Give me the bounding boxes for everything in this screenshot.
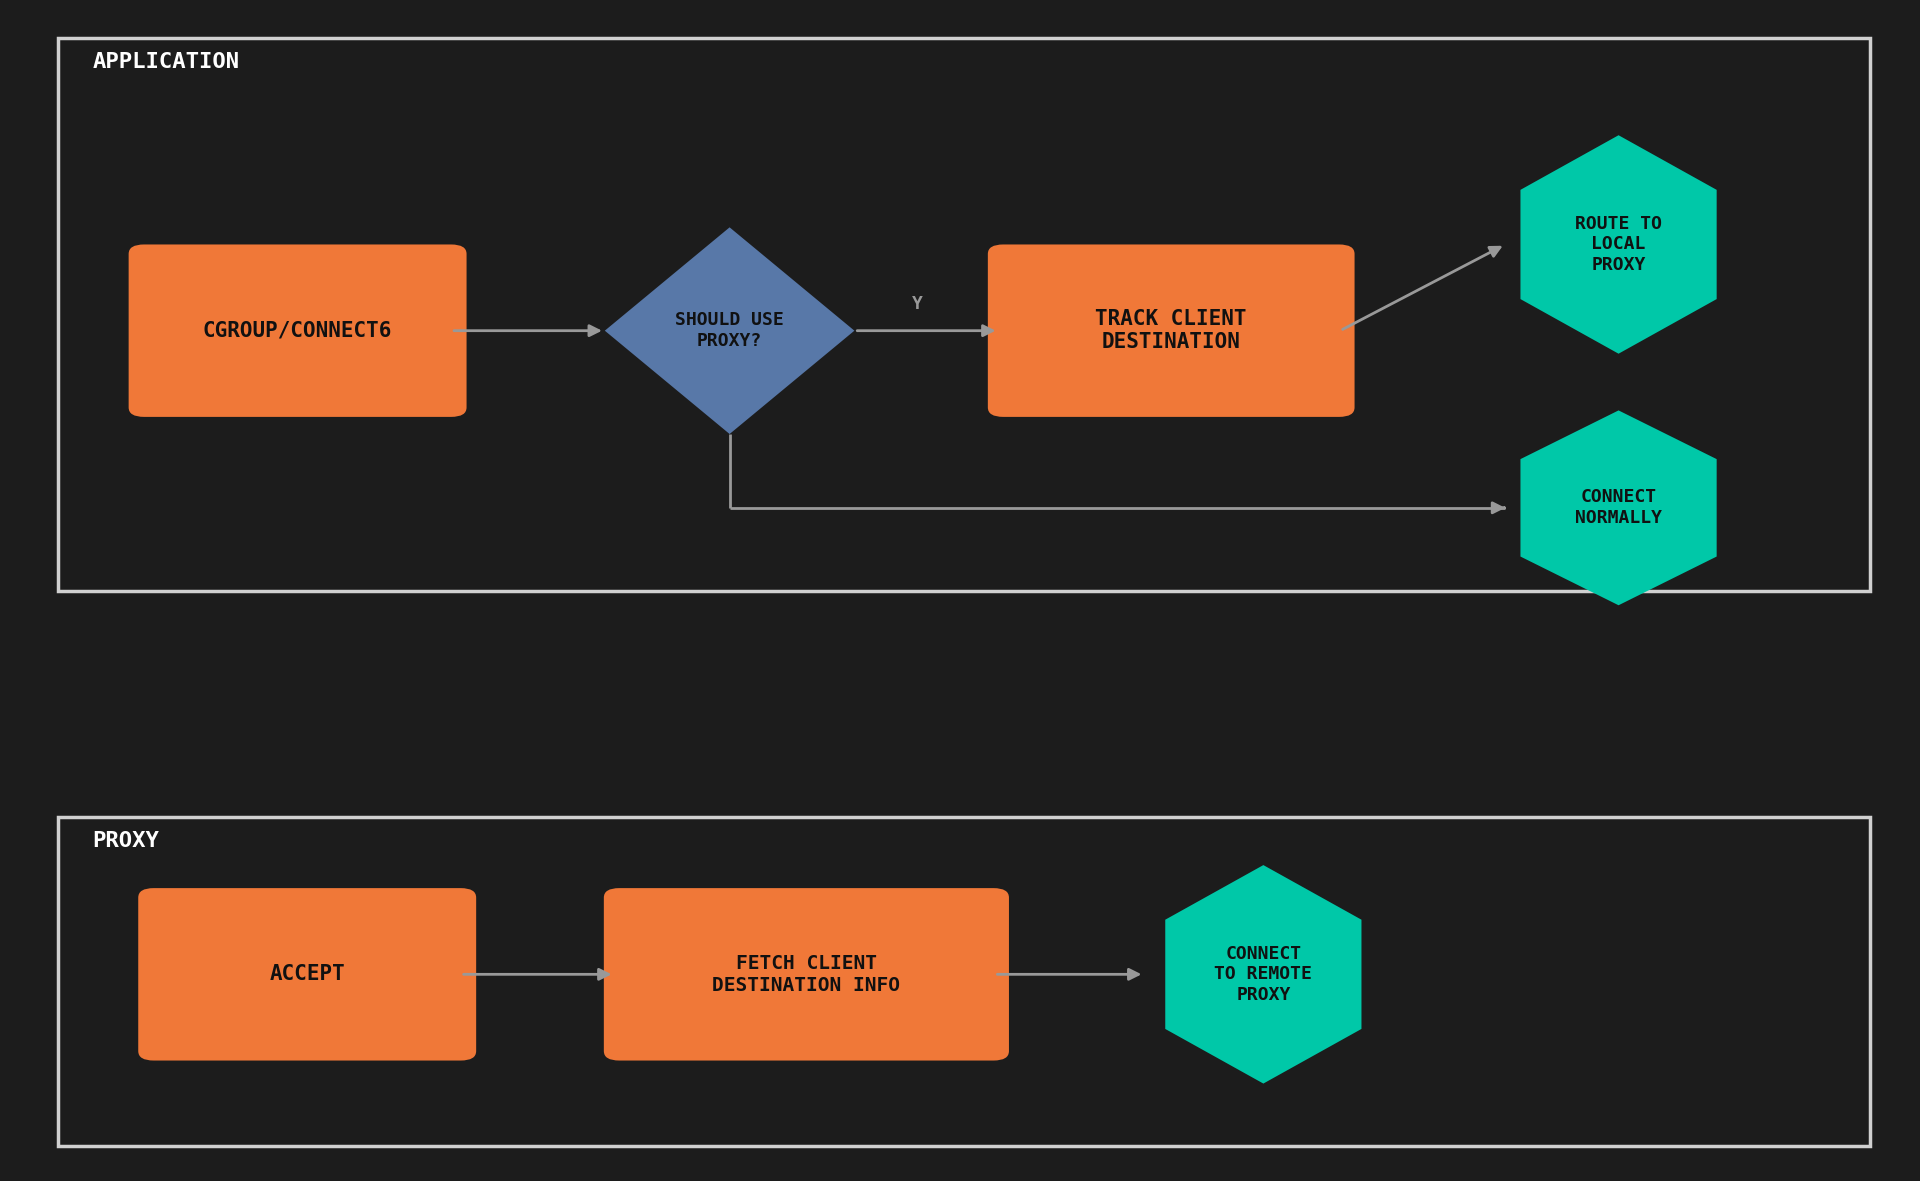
Text: CONNECT
TO REMOTE
PROXY: CONNECT TO REMOTE PROXY xyxy=(1215,945,1311,1004)
Polygon shape xyxy=(605,227,854,435)
Text: Y: Y xyxy=(912,295,924,313)
Text: ROUTE TO
LOCAL
PROXY: ROUTE TO LOCAL PROXY xyxy=(1574,215,1663,274)
FancyBboxPatch shape xyxy=(603,888,1010,1061)
Text: CONNECT
NORMALLY: CONNECT NORMALLY xyxy=(1574,489,1663,527)
Text: FETCH CLIENT
DESTINATION INFO: FETCH CLIENT DESTINATION INFO xyxy=(712,954,900,994)
Bar xyxy=(58,38,1870,590)
Polygon shape xyxy=(1165,864,1361,1084)
FancyBboxPatch shape xyxy=(138,888,476,1061)
FancyBboxPatch shape xyxy=(987,244,1356,417)
Polygon shape xyxy=(1521,411,1716,606)
Polygon shape xyxy=(1521,136,1716,354)
Text: ACCEPT: ACCEPT xyxy=(269,965,346,984)
Text: PROXY: PROXY xyxy=(92,831,159,852)
FancyBboxPatch shape xyxy=(129,244,467,417)
Bar xyxy=(58,817,1870,1146)
Text: SHOULD USE
PROXY?: SHOULD USE PROXY? xyxy=(676,312,783,350)
Text: TRACK CLIENT
DESTINATION: TRACK CLIENT DESTINATION xyxy=(1096,309,1246,352)
Text: CGROUP/CONNECT6: CGROUP/CONNECT6 xyxy=(204,321,392,340)
Text: APPLICATION: APPLICATION xyxy=(92,52,240,72)
